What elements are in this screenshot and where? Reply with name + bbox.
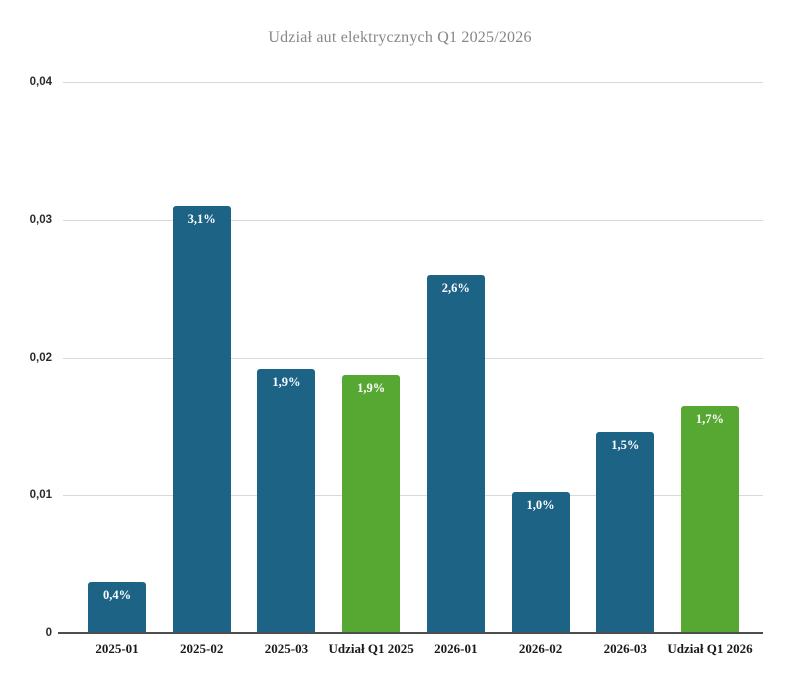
bar-value-label: 1,0% [526,498,555,513]
x-axis-category-label: Udział Q1 2026 [667,641,753,656]
x-axis-category-label: 2025-03 [264,641,309,656]
bar-2026-03: 1,5% [596,431,655,633]
gridline [63,495,763,497]
bar-value-label: 0,4% [102,588,132,603]
chart-title: Udział aut elektrycznych Q1 2025/2026 [268,29,532,46]
y-axis-tick-label: 0,02 [29,351,52,364]
bar-udział-q1-2025: 1,9% [342,375,401,633]
bar-value-label: 1,5% [611,437,640,452]
y-axis-tick-label: 0,01 [29,489,52,502]
bar-value-label: 3,1% [187,211,216,226]
bar-2026-01: 2,6% [426,274,485,633]
bar-udział-q1-2026: 1,7% [680,405,739,633]
gridline [63,357,763,359]
x-axis-category-label: 2026-01 [434,641,478,656]
x-axis-category-label: 2025-02 [180,641,224,656]
y-axis-tick-label: 0,03 [29,213,52,226]
bar-value-label: 1,9% [272,374,301,389]
bar-value-label: 2,6% [441,280,470,295]
bar-value-label: 1,9% [357,381,386,396]
y-axis-tick-label: 0,04 [29,76,52,88]
bar-2025-03: 1,9% [257,368,316,633]
bar-2026-02: 1,0% [511,492,570,633]
bar-2025-01: 0,4% [88,582,146,633]
gridline [63,82,763,83]
x-axis-category-label: Udział Q1 2025 [328,641,414,656]
gridline [63,219,763,221]
y-axis-tick-label: 0 [45,627,52,639]
bar-value-label: 1,7% [695,411,725,426]
x-axis-category-label: 2026-02 [518,641,563,656]
x-axis-line [58,632,763,634]
x-axis-category-label: 2026-03 [603,641,647,656]
x-axis-category-label: 2025-01 [95,641,139,656]
bar-2025-02: 3,1% [172,205,231,633]
